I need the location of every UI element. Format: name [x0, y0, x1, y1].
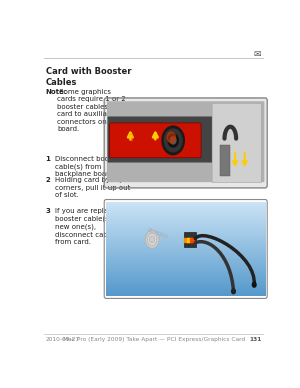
Text: Mac Pro (Early 2009) Take Apart — PCI Express/Graphics Card: Mac Pro (Early 2009) Take Apart — PCI Ex…: [63, 337, 245, 342]
Circle shape: [232, 289, 236, 294]
Text: Note:: Note:: [46, 89, 67, 95]
FancyBboxPatch shape: [110, 123, 201, 158]
Text: Some graphics
cards require 1 or 2
booster cables connecting
card to auxiliary p: Some graphics cards require 1 or 2 boost…: [57, 89, 149, 132]
Circle shape: [252, 282, 256, 287]
Text: 🔥: 🔥: [128, 134, 133, 140]
FancyBboxPatch shape: [212, 103, 261, 183]
Text: 3: 3: [46, 208, 50, 214]
Text: 1: 1: [46, 156, 50, 162]
Circle shape: [170, 137, 176, 144]
Text: Disconnect booster
cable(s) from
backplane board.: Disconnect booster cable(s) from backpla…: [55, 156, 122, 177]
Text: ✉: ✉: [254, 50, 261, 59]
Text: Card with Booster
Cables: Card with Booster Cables: [46, 68, 131, 87]
FancyBboxPatch shape: [104, 98, 267, 188]
Circle shape: [145, 230, 159, 248]
Polygon shape: [118, 208, 202, 277]
FancyBboxPatch shape: [107, 101, 264, 182]
Text: Holding card by top
corners, pull it up out
of slot.: Holding card by top corners, pull it up …: [55, 177, 130, 198]
Circle shape: [162, 126, 184, 155]
Circle shape: [167, 132, 176, 143]
Text: If you are replacing
booster cable(s) with
new one(s),
disconnect cable(s)
from : If you are replacing booster cable(s) wi…: [55, 208, 129, 245]
Text: 2: 2: [46, 177, 50, 183]
Text: 131: 131: [250, 337, 262, 342]
Text: QUADRO: QUADRO: [147, 227, 169, 239]
Circle shape: [168, 134, 178, 147]
FancyBboxPatch shape: [220, 145, 230, 176]
Circle shape: [147, 234, 157, 245]
FancyBboxPatch shape: [108, 116, 213, 163]
Circle shape: [149, 236, 155, 243]
Text: 2010-09-27: 2010-09-27: [46, 337, 80, 342]
FancyBboxPatch shape: [184, 232, 196, 248]
Circle shape: [164, 129, 182, 152]
